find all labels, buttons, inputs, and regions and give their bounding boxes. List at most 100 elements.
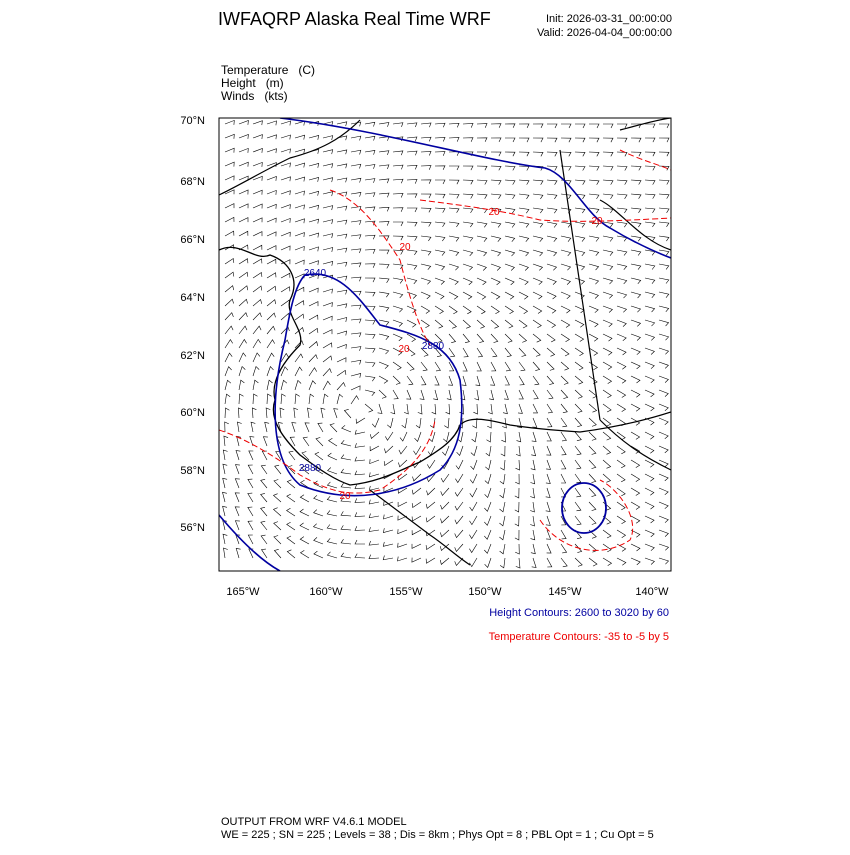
wind-barb	[378, 178, 390, 184]
wind-barb	[368, 554, 380, 560]
wind-barb	[448, 263, 460, 271]
wind-barb	[322, 247, 334, 252]
wind-barb	[644, 193, 656, 199]
wind-barb	[224, 175, 235, 181]
wind-barb	[588, 347, 599, 356]
wind-barb	[658, 347, 670, 355]
wind-barb	[224, 325, 234, 335]
wind-barb	[446, 389, 452, 401]
wind-barb	[350, 359, 362, 365]
wind-barb	[602, 361, 613, 370]
field-label: Winds (kts)	[221, 89, 288, 103]
wind-barb	[238, 189, 249, 195]
wind-barb	[644, 333, 656, 341]
wind-barb	[560, 543, 568, 554]
wind-barb	[560, 389, 569, 399]
coastline	[599, 419, 671, 471]
wind-barb	[322, 163, 334, 169]
wind-barb	[630, 487, 641, 496]
height-contour	[219, 514, 281, 571]
wind-barb	[280, 231, 291, 237]
wind-barb	[308, 218, 319, 224]
wind-barb	[326, 538, 338, 545]
wind-barb	[322, 177, 334, 183]
lon-label: 165°W	[226, 586, 260, 598]
wind-barb	[644, 263, 656, 270]
wind-barb	[313, 550, 324, 559]
wind-barb	[616, 431, 626, 441]
wind-barb	[280, 134, 291, 140]
wind-barb	[602, 277, 614, 285]
wind-barb	[429, 417, 436, 429]
wind-barb	[237, 421, 242, 433]
wind-barb	[238, 244, 249, 251]
wind-barb	[383, 487, 394, 493]
wind-barb	[252, 189, 263, 195]
wind-barb	[658, 263, 670, 270]
wind-barb	[515, 445, 521, 457]
wind-barb	[336, 303, 348, 309]
wind-barb	[350, 395, 359, 405]
wind-barb	[434, 263, 446, 271]
wind-barb	[420, 305, 431, 314]
wind-barb	[252, 161, 263, 167]
wind-barb	[273, 549, 282, 559]
wind-barb	[469, 515, 478, 526]
wind-barb	[308, 287, 319, 293]
wind-barb	[294, 313, 305, 321]
wind-barb	[588, 249, 600, 256]
wind-barb	[397, 542, 408, 548]
wind-barb	[644, 389, 655, 398]
wind-barb	[368, 513, 380, 519]
wind-barb	[574, 417, 583, 427]
wind-barb	[350, 318, 362, 324]
wind-barb	[247, 506, 254, 517]
wind-barb	[630, 179, 642, 185]
wind-barb	[406, 164, 418, 170]
wind-barb	[248, 450, 254, 461]
wind-barb	[414, 431, 422, 442]
wind-barb	[514, 487, 520, 499]
wind-barb	[434, 193, 446, 199]
wind-barb	[224, 203, 235, 209]
wind-barb	[364, 319, 376, 325]
wind-barb	[560, 361, 570, 371]
wind-barb	[260, 493, 268, 503]
wind-barb	[260, 464, 268, 475]
wind-barb	[383, 528, 394, 534]
wind-barb	[354, 512, 366, 517]
wind-barb	[370, 431, 380, 440]
wind-barb	[354, 526, 366, 531]
wind-barb	[574, 361, 584, 371]
wind-barb	[368, 499, 380, 505]
wind-barb	[515, 473, 520, 485]
wind-barb	[470, 445, 478, 457]
wind-barb	[364, 305, 376, 311]
wind-barb	[406, 319, 417, 328]
wind-barb	[266, 148, 277, 154]
wind-barb	[532, 389, 539, 400]
wind-barb	[658, 319, 670, 327]
wind-barb	[515, 557, 521, 569]
wind-barb	[252, 258, 263, 265]
wind-barb	[350, 262, 362, 268]
wind-barb	[546, 137, 558, 143]
wind-barb	[224, 271, 235, 279]
lon-label: 140°W	[635, 586, 669, 598]
wind-barb	[499, 487, 506, 499]
wind-barb	[336, 369, 347, 377]
wind-barb	[518, 277, 529, 286]
wind-barb	[514, 529, 520, 541]
wind-barb	[471, 431, 478, 443]
wind-barb	[294, 218, 305, 224]
wind-barb	[322, 219, 334, 225]
wind-barb	[588, 319, 599, 328]
wind-barb	[378, 249, 390, 255]
wind-barb	[658, 389, 669, 397]
wind-barb	[322, 342, 333, 349]
wind-barb	[574, 207, 586, 214]
wind-barb	[490, 319, 500, 329]
wind-barb	[503, 389, 509, 400]
wind-barb	[630, 473, 641, 482]
wind-barb	[546, 277, 557, 285]
